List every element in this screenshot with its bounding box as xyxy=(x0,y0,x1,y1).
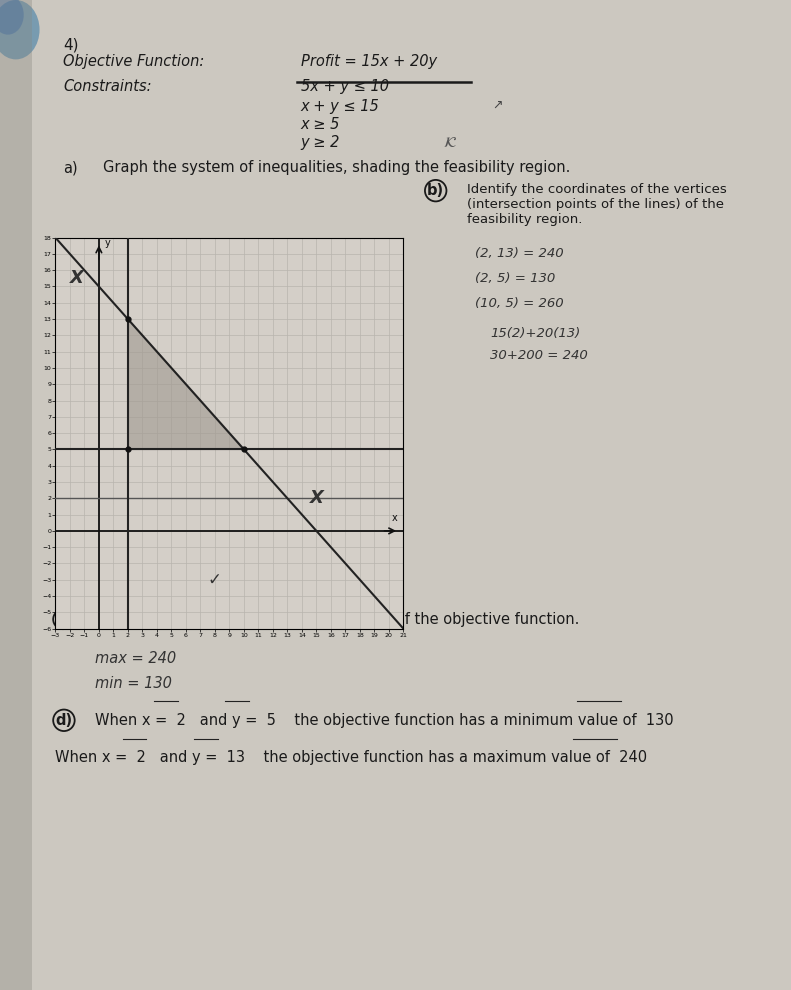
Ellipse shape xyxy=(0,0,24,35)
Text: 30+200 = 240: 30+200 = 240 xyxy=(490,349,589,362)
Text: c): c) xyxy=(55,612,70,627)
Text: x ≥ 5: x ≥ 5 xyxy=(301,117,340,132)
Text: (10, 5) = 260: (10, 5) = 260 xyxy=(475,297,563,310)
Text: X: X xyxy=(309,489,324,507)
Text: (2, 5) = 130: (2, 5) = 130 xyxy=(475,272,554,285)
Text: Graph the system of inequalities, shading the feasibility region.: Graph the system of inequalities, shadin… xyxy=(103,160,570,175)
Text: Profit = 15x + 20y: Profit = 15x + 20y xyxy=(301,54,437,69)
Ellipse shape xyxy=(0,0,40,59)
Text: min = 130: min = 130 xyxy=(95,676,172,691)
Text: Objective Function:: Objective Function: xyxy=(63,54,205,69)
Text: ✓: ✓ xyxy=(208,571,221,589)
Text: (2, 13) = 240: (2, 13) = 240 xyxy=(475,248,563,260)
Text: y ≥ 2: y ≥ 2 xyxy=(301,135,340,149)
Text: Identify the coordinates of the vertices
(intersection points of the lines) of t: Identify the coordinates of the vertices… xyxy=(467,183,726,226)
Text: x: x xyxy=(392,513,398,523)
Text: $\mathcal{K}$: $\mathcal{K}$ xyxy=(443,135,457,149)
Text: b): b) xyxy=(427,183,445,198)
Text: max = 240: max = 240 xyxy=(95,651,176,666)
Text: 15(2)+20(13): 15(2)+20(13) xyxy=(490,327,581,340)
Text: 4): 4) xyxy=(63,38,79,52)
Text: 5x + y ≤ 10: 5x + y ≤ 10 xyxy=(301,79,388,94)
Text: When x =  2   and y =  5    the objective function has a minimum value of  130: When x = 2 and y = 5 the objective funct… xyxy=(95,713,674,728)
Text: Find the maximum and minimum values of the objective function.: Find the maximum and minimum values of t… xyxy=(95,612,579,627)
Text: Constraints:: Constraints: xyxy=(63,79,152,94)
Text: $\nearrow$: $\nearrow$ xyxy=(490,99,504,112)
Text: x + y ≤ 15: x + y ≤ 15 xyxy=(301,99,380,114)
Polygon shape xyxy=(128,319,244,449)
Text: d): d) xyxy=(55,713,73,728)
Bar xyxy=(0,0,32,990)
Text: When x =  2   and y =  13    the objective function has a maximum value of  240: When x = 2 and y = 13 the objective func… xyxy=(55,750,648,765)
Text: X: X xyxy=(70,269,84,287)
Text: y: y xyxy=(104,238,111,248)
Text: a): a) xyxy=(63,160,78,175)
